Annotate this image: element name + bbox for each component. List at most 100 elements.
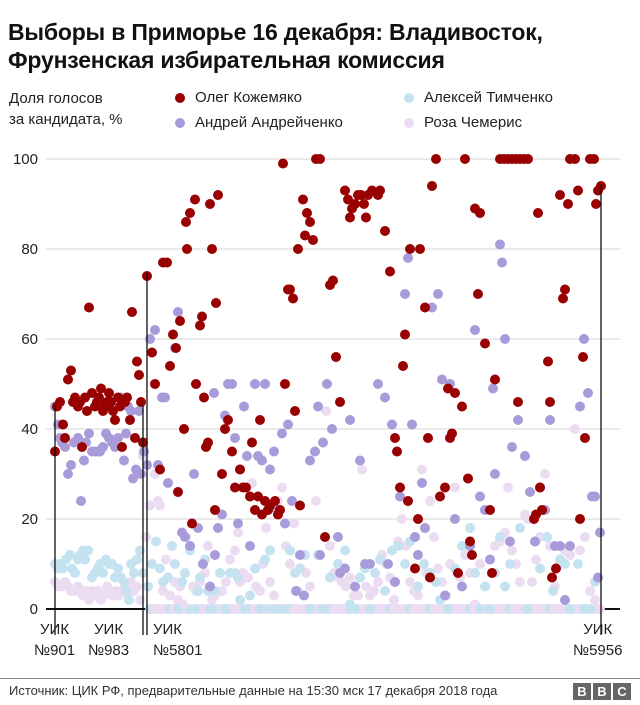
data-point: [240, 604, 250, 614]
data-point: [580, 532, 590, 542]
data-point: [79, 455, 89, 466]
data-point: [127, 307, 137, 317]
data-point: [233, 572, 243, 583]
data-point: [217, 586, 227, 596]
data-point: [143, 581, 153, 592]
data-point: [467, 550, 477, 560]
data-point: [383, 559, 393, 569]
data-point: [58, 563, 68, 574]
data-point: [565, 550, 575, 560]
data-point: [325, 541, 335, 551]
data-point: [390, 433, 400, 443]
data-point: [475, 208, 485, 218]
data-point: [361, 212, 371, 223]
data-point: [150, 379, 160, 389]
data-point: [269, 590, 279, 601]
data-point: [420, 302, 430, 313]
data-point: [260, 554, 270, 565]
data-point: [560, 559, 570, 569]
data-point: [163, 478, 173, 488]
data-point: [66, 460, 76, 470]
data-point: [380, 586, 390, 596]
data-point: [173, 604, 183, 614]
data-point: [165, 590, 175, 601]
data-point: [425, 496, 435, 506]
data-point: [575, 401, 585, 412]
data-point: [77, 442, 87, 452]
data-point: [375, 554, 385, 565]
data-point: [560, 284, 570, 295]
data-point: [350, 199, 360, 209]
data-point: [241, 482, 251, 493]
data-point: [210, 505, 220, 515]
data-point: [480, 581, 490, 592]
data-point: [150, 325, 160, 335]
data-point: [289, 518, 299, 529]
data-point: [485, 505, 495, 515]
y-tick-label: 40: [21, 421, 38, 438]
data-point: [122, 392, 132, 403]
data-point: [390, 577, 400, 587]
data-point: [199, 392, 209, 403]
data-point: [305, 581, 315, 592]
x-label-line: УИК: [583, 621, 613, 638]
data-point: [365, 604, 375, 614]
data-point: [522, 604, 532, 614]
data-point: [285, 559, 295, 569]
data-point: [58, 419, 68, 430]
data-point: [205, 581, 215, 592]
data-point: [220, 424, 230, 434]
data-point: [507, 442, 517, 452]
data-point: [84, 302, 94, 313]
data-point: [129, 568, 139, 578]
data-point: [277, 604, 287, 614]
data-point: [132, 554, 142, 565]
data-point: [575, 545, 585, 556]
data-point: [359, 199, 369, 209]
data-point: [579, 334, 589, 344]
data-point: [535, 482, 545, 493]
data-point: [260, 379, 270, 389]
legend-label: Роза Чемерис: [424, 114, 523, 131]
data-point: [269, 446, 279, 457]
legend-dot-icon: [175, 93, 185, 103]
data-point: [340, 545, 350, 556]
data-point: [270, 496, 280, 506]
data-point: [405, 244, 415, 254]
x-label-uik-983: УИК №983: [88, 619, 129, 661]
data-point: [163, 572, 173, 583]
data-point: [423, 433, 433, 443]
legend-item-timchenko: Алексей Тимченко: [404, 88, 553, 108]
data-point: [495, 532, 505, 542]
data-point: [179, 424, 189, 434]
data-point: [247, 437, 257, 448]
data-point: [320, 532, 330, 542]
data-point: [325, 572, 335, 583]
data-point: [317, 604, 327, 614]
data-point: [369, 586, 379, 596]
data-point: [475, 559, 485, 569]
data-point: [245, 491, 255, 502]
data-point: [547, 572, 557, 583]
data-point: [350, 581, 360, 592]
data-point: [341, 581, 351, 592]
x-label-uik-5801: УИК №5801: [153, 619, 202, 661]
data-point: [190, 194, 200, 205]
data-point: [185, 208, 195, 218]
y-axis-label: Доля голосов за кандидата, %: [9, 88, 123, 130]
data-point: [570, 424, 580, 434]
data-point: [417, 478, 427, 488]
data-point: [119, 455, 129, 466]
data-point: [513, 397, 523, 407]
x-label-line: УИК: [94, 621, 124, 638]
data-point: [405, 577, 415, 587]
data-point: [589, 154, 599, 164]
data-point: [530, 536, 540, 547]
data-point: [318, 437, 328, 448]
data-point: [181, 217, 191, 227]
y-axis-ticks: 0 20 40 60 80 100: [13, 151, 38, 618]
data-point: [537, 505, 547, 515]
data-point: [308, 235, 318, 245]
data-point: [480, 338, 490, 349]
